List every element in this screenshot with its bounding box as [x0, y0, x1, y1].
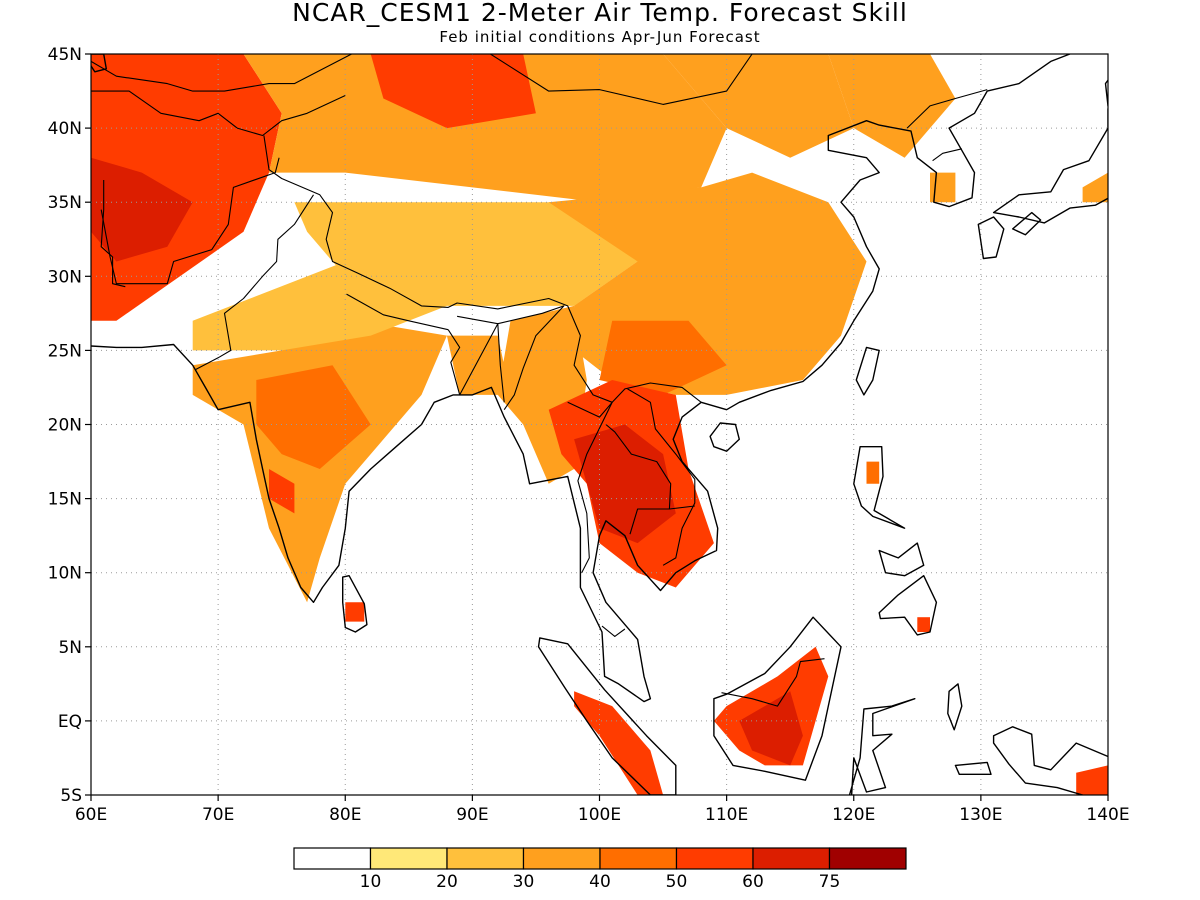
lat-tick-label: 25N — [48, 341, 82, 361]
skill-region-21 — [574, 691, 664, 795]
lat-tick-label: 15N — [48, 490, 82, 510]
coastline-8 — [878, 575, 938, 636]
country-border-1 — [100, 180, 126, 288]
skill-region-11 — [256, 365, 371, 469]
colorbar-swatch-0 — [293, 847, 372, 870]
colorbar-label: 30 — [513, 872, 535, 892]
chart-subtitle: Feb initial conditions Apr-Jun Forecast — [439, 28, 761, 46]
lat-tick-label: 45N — [48, 45, 82, 65]
colorbar-swatch-7 — [828, 847, 907, 870]
coastline-3 — [342, 575, 368, 633]
lat-tick-label: 20N — [48, 416, 82, 436]
skill-shading-layer — [91, 54, 1108, 795]
coastline-4 — [537, 637, 677, 795]
colorbar-swatch-1 — [369, 847, 448, 870]
country-border-7 — [457, 315, 498, 325]
lat-tick-label: 5S — [60, 786, 82, 806]
skill-region-1 — [91, 157, 193, 262]
colorbar-swatch-2 — [446, 847, 525, 870]
skill-region-3 — [370, 54, 536, 129]
country-border-18 — [721, 658, 825, 707]
coastline-5 — [713, 616, 842, 781]
lon-tick-label: 80E — [329, 805, 361, 825]
coastline-14 — [992, 726, 1108, 795]
country-border-10 — [567, 401, 613, 573]
country-border-9 — [497, 305, 565, 411]
coastline-10 — [977, 216, 1005, 260]
skill-region-4 — [663, 54, 854, 158]
lat-tick-label: 35N — [48, 193, 82, 213]
colorbar-label: 40 — [589, 872, 611, 892]
skill-region-14 — [446, 335, 511, 395]
coastline-0 — [91, 54, 1071, 703]
skill-region-13 — [192, 261, 447, 351]
coastline-6 — [848, 698, 916, 795]
colorbar-label: 60 — [742, 872, 764, 892]
skill-region-20 — [739, 691, 803, 766]
skill-region-5 — [828, 54, 956, 158]
lon-tick-label: 130E — [959, 805, 1002, 825]
country-border-12 — [627, 388, 696, 566]
skill-region-22 — [866, 461, 880, 484]
colorbar-label: 10 — [360, 872, 382, 892]
latitude-axis: 45N 40N 35N 30N 25N 20N 15N 10N 5N EQ 5S — [48, 45, 91, 806]
country-border-6 — [346, 293, 449, 331]
country-border-layer — [91, 54, 988, 707]
lon-tick-label: 140E — [1086, 805, 1129, 825]
country-border-15 — [906, 89, 988, 129]
country-border-3 — [91, 90, 346, 137]
lon-tick-label: 90E — [456, 805, 488, 825]
country-border-4 — [91, 54, 352, 92]
country-border-0 — [100, 157, 280, 285]
skill-region-9 — [599, 320, 727, 395]
colorbar-swatch-6 — [752, 847, 831, 870]
coastline-15 — [947, 683, 963, 731]
skill-region-24 — [1076, 765, 1108, 795]
skill-region-12 — [269, 469, 295, 514]
country-border-16 — [932, 148, 962, 162]
coastline-16 — [954, 761, 992, 775]
coastline-1 — [709, 422, 740, 452]
country-border-13 — [669, 505, 695, 510]
skill-region-25 — [1082, 172, 1108, 203]
coastline-9 — [878, 542, 925, 577]
coastline-layer — [91, 54, 1108, 795]
lon-tick-label: 120E — [832, 805, 875, 825]
lon-tick-label: 100E — [578, 805, 621, 825]
colorbar: 10 20 30 40 50 60 75 — [293, 847, 907, 892]
colorbar-label: 20 — [436, 872, 458, 892]
coastline-12 — [992, 108, 1108, 224]
country-border-5 — [263, 135, 702, 403]
country-border-8 — [447, 323, 505, 403]
lat-tick-label: 10N — [48, 564, 82, 584]
coastline-2 — [855, 346, 880, 396]
colorbar-swatch-3 — [522, 847, 601, 870]
coastline-7 — [853, 446, 906, 529]
colorbar-swatch-5 — [675, 847, 754, 870]
coastline-13 — [1104, 78, 1108, 107]
lat-tick-label: 40N — [48, 119, 82, 139]
lat-tick-label: EQ — [58, 712, 82, 732]
lat-tick-label: 30N — [48, 267, 82, 287]
skill-region-23 — [917, 617, 930, 632]
country-border-17 — [601, 625, 626, 637]
colorbar-swatch-4 — [599, 847, 678, 870]
grid-layer — [91, 54, 1108, 795]
longitude-axis: 60E 70E 80E 90E 100E 110E 120E 130E 140E — [75, 795, 1130, 825]
lon-tick-label: 60E — [75, 805, 107, 825]
country-border-11 — [605, 424, 672, 535]
colorbar-label: 75 — [819, 872, 841, 892]
coastline-18 — [91, 54, 108, 73]
country-border-2 — [194, 194, 314, 371]
colorbar-label: 50 — [666, 872, 688, 892]
lat-tick-label: 5N — [58, 638, 82, 658]
skill-region-18 — [345, 602, 365, 622]
lon-tick-label: 70E — [202, 805, 234, 825]
country-border-14 — [489, 54, 755, 105]
lon-tick-label: 110E — [705, 805, 748, 825]
chart-title: NCAR_CESM1 2-Meter Air Temp. Forecast Sk… — [292, 0, 908, 27]
